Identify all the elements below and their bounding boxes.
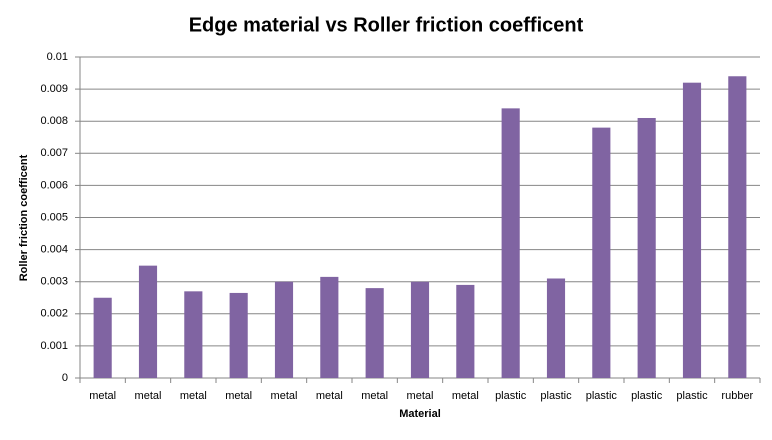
x-tick-label: metal bbox=[180, 390, 207, 402]
x-tick-label: metal bbox=[225, 390, 252, 402]
x-axis-title: Material bbox=[399, 408, 441, 420]
bar bbox=[410, 281, 430, 378]
x-tick-label: metal bbox=[89, 390, 116, 402]
x-tick-label: plastic bbox=[586, 390, 618, 402]
y-tick-label: 0.001 bbox=[40, 340, 68, 352]
bar bbox=[546, 278, 566, 378]
bar bbox=[592, 127, 611, 379]
bar bbox=[138, 265, 158, 378]
x-tick-label: plastic bbox=[495, 390, 527, 402]
x-tick-label: rubber bbox=[721, 390, 753, 402]
y-tick-label: 0.002 bbox=[40, 308, 68, 320]
bar bbox=[365, 288, 384, 378]
bar bbox=[93, 297, 112, 378]
x-tick-label: metal bbox=[135, 390, 162, 402]
y-tick-label: 0.003 bbox=[40, 276, 68, 288]
bar bbox=[728, 76, 747, 378]
y-tick-label: 0 bbox=[62, 372, 68, 384]
x-tick-label: metal bbox=[407, 390, 434, 402]
y-tick-label: 0.009 bbox=[40, 83, 68, 95]
bar bbox=[637, 117, 656, 379]
y-tick-label: 0.007 bbox=[40, 147, 68, 159]
y-tick-label: 0.006 bbox=[40, 179, 68, 191]
x-tick-label: plastic bbox=[631, 390, 663, 402]
bar bbox=[501, 108, 520, 379]
x-tick-label: plastic bbox=[540, 390, 572, 402]
bar bbox=[184, 291, 203, 378]
x-tick-label: metal bbox=[361, 390, 388, 402]
x-tick-label: metal bbox=[316, 390, 343, 402]
y-tick-label: 0.01 bbox=[47, 51, 68, 63]
y-tick-label: 0.004 bbox=[40, 244, 68, 256]
x-tick-label: metal bbox=[271, 390, 298, 402]
bar bbox=[320, 276, 339, 378]
bar bbox=[274, 281, 294, 378]
bar bbox=[456, 284, 475, 378]
y-tick-label: 0.005 bbox=[40, 211, 68, 223]
chart-title: Edge material vs Roller friction coeffic… bbox=[189, 14, 584, 36]
y-tick-label: 0.008 bbox=[40, 115, 68, 127]
y-axis-title: Roller friction coefficent bbox=[18, 154, 30, 281]
bar bbox=[682, 82, 702, 379]
x-tick-label: metal bbox=[452, 390, 479, 402]
bar bbox=[229, 292, 248, 378]
x-tick-label: plastic bbox=[676, 390, 708, 402]
